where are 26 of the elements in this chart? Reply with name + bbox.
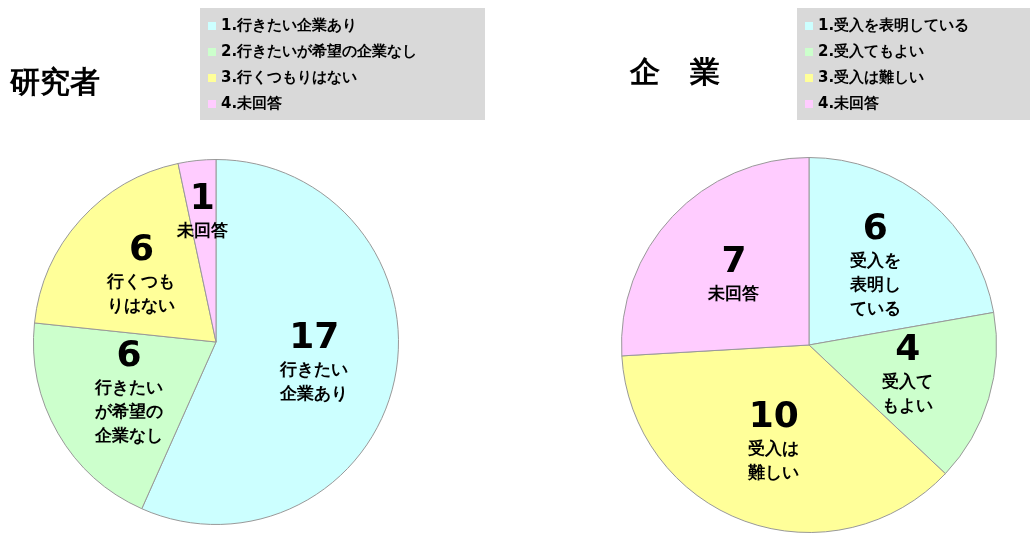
- data-label: 6: [116, 332, 142, 374]
- text: 受入てもよい: [882, 371, 934, 415]
- data-label: 6: [862, 206, 888, 248]
- text: 行きたいが希望の企業なし: [94, 376, 164, 445]
- data-label: 4: [895, 326, 921, 368]
- data-label: 7: [721, 238, 747, 280]
- text: 行きたい企業あり: [279, 359, 349, 404]
- legend-label: 2.行きたいが希望の企業なし: [220, 41, 419, 62]
- legend-label: 1.受入を表明している: [817, 15, 971, 36]
- data-label: 10: [748, 394, 799, 436]
- text: 受入は難しい: [747, 438, 800, 483]
- legend-label: 1.行きたい企業あり: [220, 15, 359, 36]
- data-label: 17: [289, 315, 340, 357]
- legend-label: 3.行くつもりはない: [220, 67, 359, 88]
- legend-label: 4.未回答: [220, 93, 284, 114]
- text: 行くつもりはない: [106, 271, 176, 316]
- text: 未回答: [707, 282, 760, 303]
- legend-label: 4.未回答: [817, 93, 881, 114]
- text: 受入を表明している: [848, 250, 901, 319]
- data-label: 6: [128, 227, 154, 269]
- text: 未回答: [175, 219, 228, 240]
- text: 研究者: [10, 63, 100, 101]
- legend-label: 2.受入てもよい: [817, 41, 926, 62]
- legend-label: 3.受入は難しい: [817, 67, 926, 88]
- text: 企 業: [630, 53, 720, 91]
- data-label: 1: [189, 175, 215, 217]
